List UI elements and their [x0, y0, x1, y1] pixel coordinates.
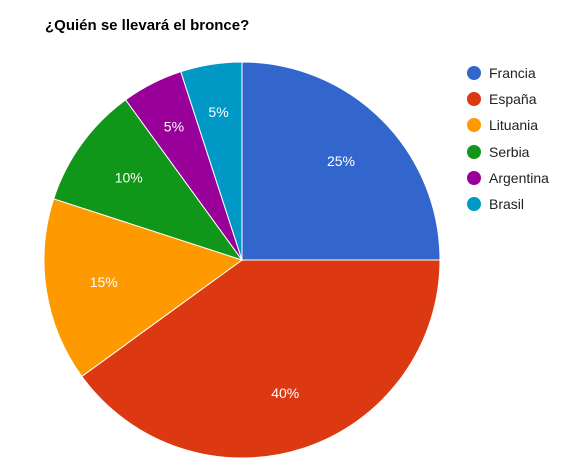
legend-item-brasil: Brasil [467, 191, 549, 217]
pie-slice-labels: 25% 40% 15% 10% 5% 5% [90, 104, 355, 401]
legend-item-lituania: Lituania [467, 112, 549, 138]
legend-label: Argentina [489, 169, 549, 186]
pie-slice-francia [241, 61, 441, 261]
slice-label-españa: 40% [271, 385, 299, 401]
legend-item-serbia: Serbia [467, 139, 549, 165]
legend-item-argentina: Argentina [467, 165, 549, 191]
pie-slice-españa [81, 259, 441, 459]
slice-label-argentina: 5% [164, 118, 184, 134]
pie-slices [43, 61, 441, 459]
legend-label: Brasil [489, 196, 525, 213]
legend-swatch [467, 170, 481, 185]
legend-swatch [467, 66, 481, 81]
pie-slice-serbia [53, 99, 244, 261]
chart-title: ¿Quién se llevará el bronce? [45, 17, 250, 34]
slice-label-francia: 25% [327, 153, 355, 169]
pie-slice-brasil [180, 61, 243, 261]
legend-item-españa: España [467, 86, 549, 112]
slice-label-lituania: 15% [90, 274, 118, 290]
legend-swatch [467, 144, 481, 159]
legend-label: España [489, 91, 537, 108]
legend-item-francia: Francia [467, 60, 549, 86]
slice-label-serbia: 10% [115, 170, 143, 186]
slice-label-brasil: 5% [208, 104, 228, 120]
chart-legend: Francia España Lituania Serbia Argentina Bras… [467, 60, 549, 217]
legend-swatch [467, 92, 481, 107]
legend-swatch [467, 118, 481, 133]
legend-swatch [467, 197, 481, 212]
legend-label: Francia [489, 65, 536, 82]
legend-label: Lituania [489, 117, 539, 134]
legend-label: Serbia [489, 143, 530, 160]
pie-slice-lituania [43, 198, 244, 378]
